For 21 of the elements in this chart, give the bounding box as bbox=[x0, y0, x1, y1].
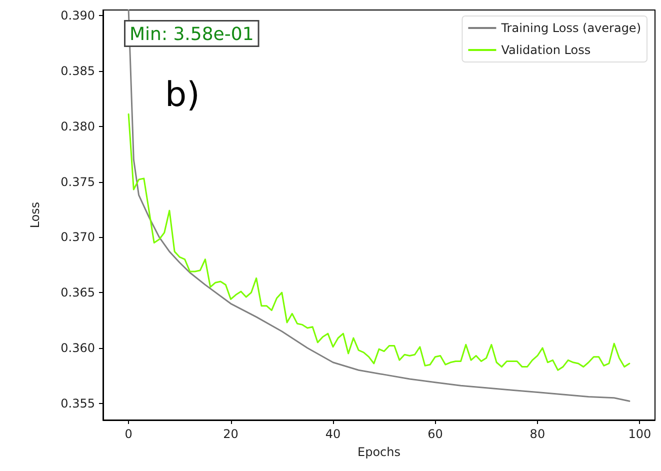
y-tick-label: 0.360 bbox=[60, 340, 95, 355]
y-axis-title: Loss bbox=[28, 202, 42, 228]
x-tick-label: 40 bbox=[325, 427, 341, 441]
x-tick-label: 100 bbox=[628, 427, 652, 441]
y-tick-label: 0.380 bbox=[60, 119, 95, 134]
y-tick-label: 0.370 bbox=[60, 230, 95, 244]
x-tick-label: 0 bbox=[124, 427, 132, 441]
x-tick-label: 80 bbox=[530, 427, 546, 441]
legend-label: Validation Loss bbox=[501, 43, 591, 57]
y-tick-label: 0.355 bbox=[60, 396, 95, 410]
x-axis-title: Epochs bbox=[358, 445, 400, 459]
annotation: b) bbox=[165, 75, 200, 115]
y-tick-label: 0.390 bbox=[60, 8, 95, 23]
annotation: Min: 3.58e-01 bbox=[130, 24, 254, 45]
legend-label: Training Loss (average) bbox=[500, 21, 642, 35]
line-series bbox=[128, 113, 630, 371]
y-tick-label: 0.365 bbox=[60, 286, 95, 300]
x-tick-label: 20 bbox=[223, 427, 238, 441]
y-tick-label: 0.375 bbox=[60, 174, 95, 189]
y-tick-label: 0.385 bbox=[60, 64, 95, 78]
x-tick-label: 60 bbox=[428, 427, 443, 441]
